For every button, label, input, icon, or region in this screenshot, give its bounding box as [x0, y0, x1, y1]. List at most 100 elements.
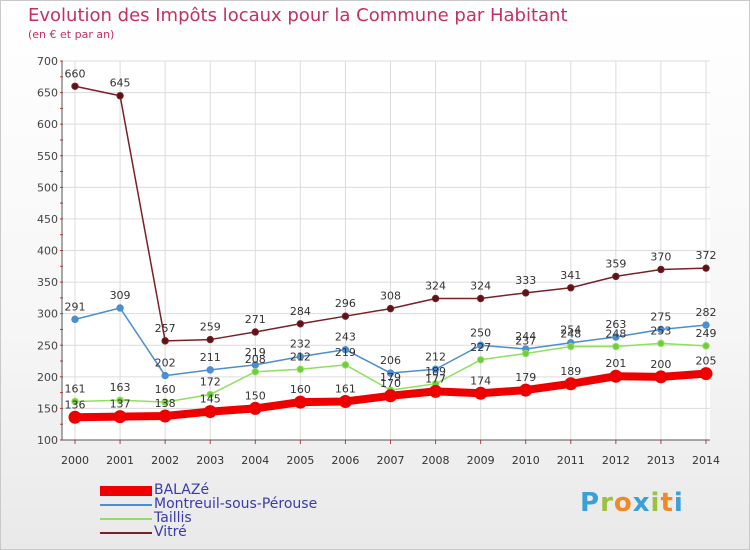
data-point-montreuil-sous-perouse: [251, 361, 259, 369]
logo-letter: i: [673, 488, 684, 518]
x-tick-label: 2003: [196, 454, 224, 467]
data-label-vitre: 333: [515, 274, 536, 287]
data-point-vitre: [206, 335, 214, 344]
data-label-vitre: 271: [245, 313, 266, 326]
y-tick-label: 450: [37, 213, 58, 226]
legend-swatch: [100, 504, 152, 506]
logo-letter: x: [632, 488, 651, 518]
data-label-montreuil-sous-perouse: 254: [560, 324, 581, 337]
data-label-montreuil-sous-perouse: 232: [290, 338, 311, 351]
y-tick-label: 150: [37, 402, 58, 415]
data-label-balaze: 174: [470, 374, 491, 387]
data-point-taillis: [612, 342, 620, 351]
data-point-balaze: [113, 410, 127, 424]
x-tick-label: 2002: [151, 454, 179, 467]
data-point-montreuil-sous-perouse: [296, 352, 305, 361]
logo-letter: i: [650, 488, 661, 518]
data-point-montreuil-sous-perouse: [431, 365, 440, 373]
y-tick-label: 650: [37, 87, 58, 100]
data-label-taillis: 160: [155, 383, 176, 396]
x-tick-label: 2009: [467, 454, 495, 467]
data-label-balaze: 145: [200, 393, 221, 406]
legend-label: BALAZé: [154, 482, 210, 498]
logo-letter: o: [613, 488, 633, 518]
legend-swatch: [100, 518, 152, 520]
y-tick-label: 400: [37, 245, 58, 258]
data-label-balaze: 137: [110, 398, 131, 411]
data-label-taillis: 179: [380, 371, 401, 384]
data-point-taillis: [476, 356, 485, 364]
data-point-balaze: [293, 395, 307, 409]
data-label-balaze: 138: [155, 397, 176, 410]
x-tick-label: 2013: [647, 454, 675, 467]
legend-item-vitre: Vitré: [100, 524, 360, 540]
data-point-montreuil-sous-perouse: [657, 325, 665, 334]
data-label-taillis: 253: [650, 324, 671, 337]
data-label-montreuil-sous-perouse: 244: [515, 330, 536, 343]
data-label-montreuil-sous-perouse: 250: [470, 326, 491, 339]
y-tick-label: 350: [37, 276, 58, 289]
y-tick-label: 100: [37, 434, 58, 447]
data-label-montreuil-sous-perouse: 263: [605, 318, 626, 331]
data-point-vitre: [612, 272, 620, 281]
data-point-taillis: [161, 398, 169, 406]
data-point-balaze: [474, 386, 488, 400]
data-label-vitre: 341: [560, 269, 581, 282]
data-label-taillis: 248: [605, 328, 626, 341]
data-point-vitre: [567, 284, 575, 292]
data-label-balaze: 201: [605, 357, 626, 370]
data-point-taillis: [341, 361, 350, 369]
x-tick-label: 2010: [512, 454, 540, 467]
data-label-montreuil-sous-perouse: 202: [155, 357, 176, 370]
data-label-vitre: 308: [380, 290, 401, 303]
data-point-taillis: [296, 365, 305, 373]
x-tick-label: 2000: [61, 454, 89, 467]
data-point-montreuil-sous-perouse: [116, 304, 124, 312]
data-point-vitre: [386, 304, 395, 313]
data-point-vitre: [251, 328, 259, 336]
legend-label: Taillis: [154, 510, 192, 526]
x-tick-label: 2007: [377, 454, 405, 467]
data-label-vitre: 324: [425, 280, 446, 293]
legend-item-montreuil-sous-perouse: Montreuil-sous-Pérouse: [100, 496, 360, 512]
data-point-montreuil-sous-perouse: [702, 321, 710, 329]
data-label-montreuil-sous-perouse: 275: [650, 310, 671, 323]
y-tick-label: 700: [37, 55, 58, 68]
data-label-taillis: 163: [110, 381, 131, 394]
data-point-vitre: [431, 294, 440, 303]
chart-legend: BALAZé Montreuil-sous-Pérouse Taillis Vitré: [100, 482, 360, 540]
data-point-balaze: [384, 389, 397, 403]
data-point-balaze: [564, 377, 578, 391]
x-tick-label: 2001: [106, 454, 134, 467]
data-point-taillis: [116, 396, 124, 404]
proxiti-logo: Proxiti: [580, 488, 684, 518]
data-point-balaze: [519, 383, 533, 397]
data-point-vitre: [116, 92, 124, 100]
data-label-montreuil-sous-perouse: 243: [335, 331, 356, 344]
data-label-balaze: 136: [65, 398, 86, 411]
logo-letter: P: [580, 488, 601, 518]
data-label-vitre: 296: [335, 297, 356, 310]
data-label-balaze: 160: [290, 383, 311, 396]
data-point-balaze: [699, 367, 713, 381]
x-tick-label: 2014: [692, 454, 720, 467]
chart-title: Evolution des Impôts locaux pour la Comm…: [28, 5, 568, 26]
data-label-vitre: 645: [110, 77, 131, 90]
data-label-taillis: 212: [290, 350, 311, 363]
data-label-vitre: 660: [65, 67, 86, 80]
data-point-vitre: [476, 294, 485, 303]
y-tick-label: 250: [37, 339, 58, 352]
data-point-vitre: [161, 337, 169, 345]
data-label-montreuil-sous-perouse: 212: [425, 350, 446, 363]
data-label-montreuil-sous-perouse: 309: [110, 289, 131, 302]
data-label-montreuil-sous-perouse: 282: [696, 306, 717, 319]
data-label-montreuil-sous-perouse: 291: [65, 300, 86, 313]
data-point-vitre: [341, 312, 350, 320]
data-point-vitre: [657, 265, 665, 274]
x-tick-label: 2005: [286, 454, 314, 467]
y-tick-label: 200: [37, 371, 58, 384]
data-label-balaze: 150: [245, 389, 266, 402]
data-point-balaze: [429, 384, 443, 398]
data-label-vitre: 370: [650, 250, 671, 263]
